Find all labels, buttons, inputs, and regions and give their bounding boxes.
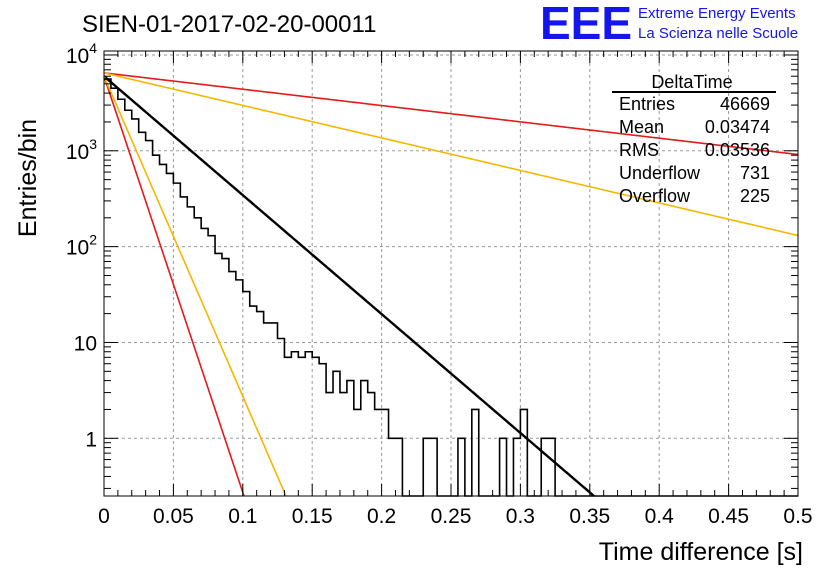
stats-value-mean: 0.03474	[705, 117, 770, 137]
x-tick-label: 0.05	[153, 505, 194, 528]
x-tick-label: 0.3	[506, 505, 535, 528]
logo-line2: La Scienza nelle Scuole	[638, 25, 798, 42]
x-tick-label: 0.45	[708, 505, 749, 528]
stats-title: DeltaTime	[651, 72, 732, 92]
fit-curves	[103, 72, 799, 497]
stats-label-rms: RMS	[619, 140, 659, 160]
stats-box: DeltaTime Entries 46669 Mean 0.03474 RMS…	[612, 72, 776, 206]
x-tick-label: 0.25	[431, 505, 472, 528]
y-axis-label: Entries/bin	[14, 119, 42, 237]
x-tick-label: 0.5	[783, 505, 812, 528]
stats-value-underflow: 731	[740, 163, 770, 183]
x-tick-label: 0.4	[645, 505, 675, 528]
y-tick-label: 104	[66, 40, 97, 68]
x-axis-label: Time difference [s]	[599, 538, 803, 566]
stats-value-overflow: 225	[740, 186, 770, 206]
y-tick-label: 102	[66, 232, 97, 260]
stats-label-overflow: Overflow	[619, 186, 691, 206]
logo-mark: EEE	[540, 0, 632, 49]
grid	[104, 51, 798, 496]
stats-value-rms: 0.03536	[705, 140, 770, 160]
axis-ticks	[103, 51, 799, 496]
stats-label-underflow: Underflow	[619, 163, 701, 183]
y-tick-label: 1	[85, 428, 97, 451]
logo-line1: Extreme Energy Events	[638, 5, 796, 22]
x-tick-label: 0.35	[569, 505, 610, 528]
x-tick-label: 0.1	[228, 505, 257, 528]
chart-title: SIEN-01-2017-02-20-00011	[82, 11, 376, 38]
x-tick-label: 0	[98, 505, 110, 528]
stats-label-mean: Mean	[619, 117, 664, 137]
fit-curve-fit	[103, 75, 595, 497]
x-tick-label: 0.15	[292, 505, 333, 528]
y-tick-labels: 1 10 102 103 104	[66, 40, 97, 451]
stats-value-entries: 46669	[720, 94, 770, 114]
fit-curve-red-steep	[103, 75, 245, 497]
y-tick-label: 10	[74, 332, 97, 355]
x-tick-labels: 0 0.05 0.1 0.15 0.2 0.25 0.3 0.35 0.4 0.45 0.5	[98, 505, 812, 528]
eee-logo: EEE Extreme Energy Events La Scienza nel…	[540, 0, 798, 49]
fit-curve-yellow-steep	[103, 75, 287, 497]
stats-label-entries: Entries	[619, 94, 675, 114]
fit-curve-yellow-shallow	[103, 72, 799, 237]
fit-curve-red-shallow	[103, 72, 799, 156]
x-tick-label: 0.2	[367, 505, 396, 528]
y-tick-label: 103	[66, 136, 97, 164]
